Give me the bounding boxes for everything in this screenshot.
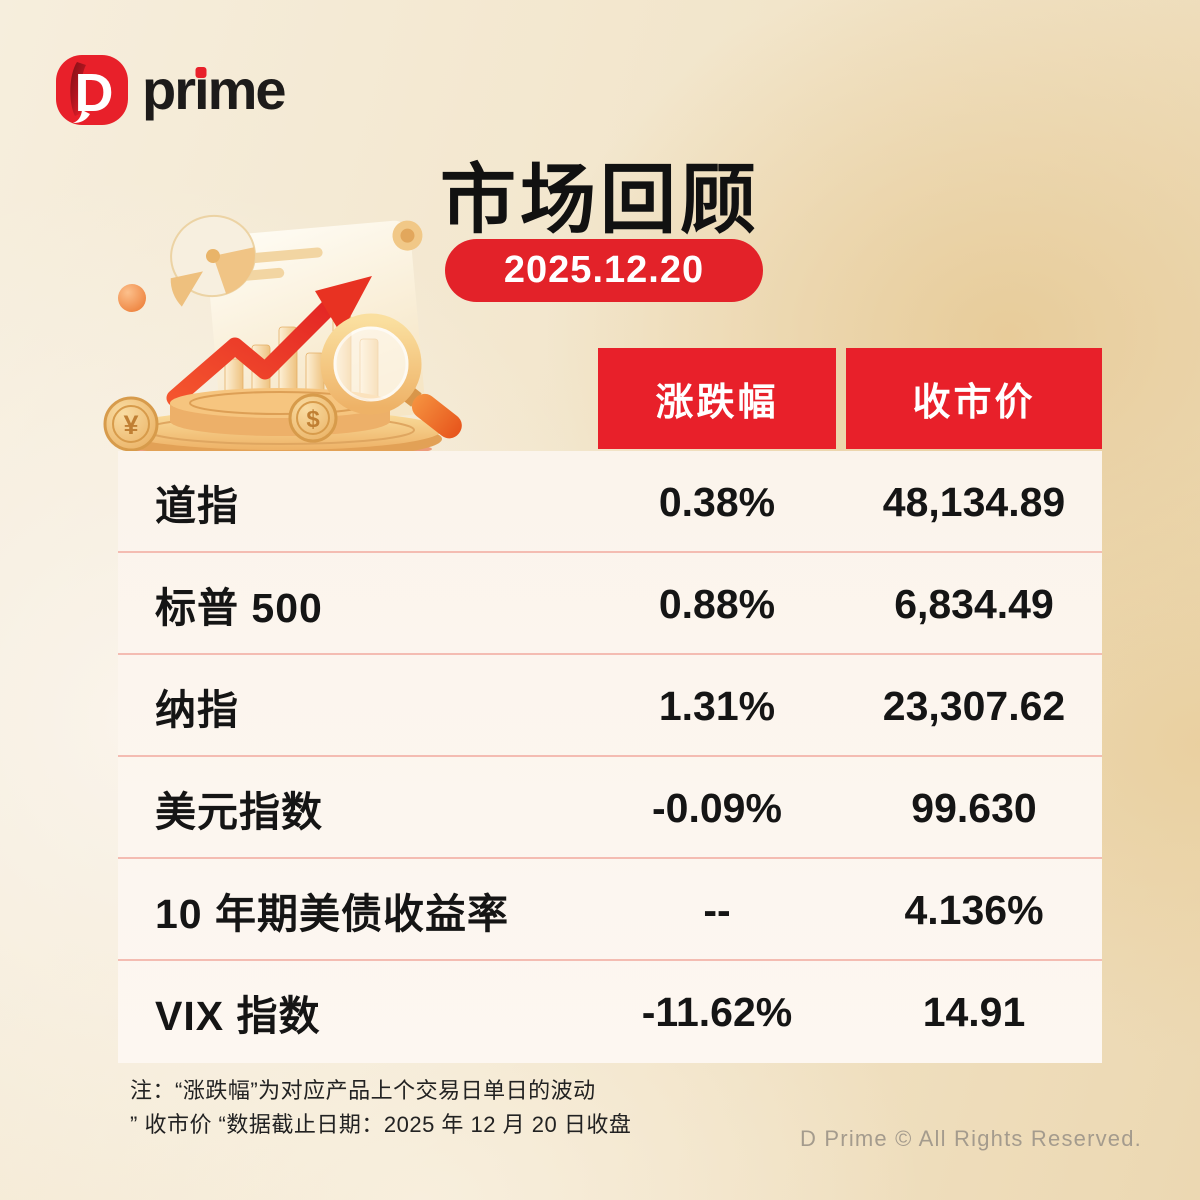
row-label: 美元指数 bbox=[155, 789, 323, 835]
row-label: 道指 bbox=[155, 483, 239, 529]
logo-text-post: me bbox=[207, 58, 287, 121]
market-table: 道指 0.38% 48,134.89 标普 500 0.88% 6,834.49… bbox=[118, 451, 1102, 1063]
row-label: VIX 指数 bbox=[155, 993, 321, 1039]
row-close: 4.136% bbox=[904, 886, 1044, 933]
row-change: 1.31% bbox=[658, 682, 776, 729]
table-row: 标普 500 0.88% 6,834.49 bbox=[118, 553, 1102, 655]
row-close: 99.630 bbox=[911, 784, 1037, 831]
row-label: 10 年期美债收益率 bbox=[155, 891, 509, 937]
magnifier-icon bbox=[320, 313, 462, 439]
d-logo-icon: D bbox=[56, 55, 128, 125]
row-change: 0.38% bbox=[658, 478, 776, 525]
dollar-coin-icon: $ bbox=[288, 393, 338, 443]
table-row: VIX 指数 -11.62% 14.91 bbox=[118, 961, 1102, 1063]
footnote-line: ” 收市价 “数据截止日期：2025 年 12 月 20 日收盘 bbox=[130, 1112, 632, 1137]
column-header-close: 收市价 bbox=[846, 348, 1102, 449]
svg-text:$: $ bbox=[306, 406, 320, 433]
row-label: 标普 500 bbox=[155, 585, 323, 631]
row-label: 纳指 bbox=[155, 687, 239, 733]
table-row: 道指 0.38% 48,134.89 bbox=[118, 451, 1102, 553]
table-row: 美元指数 -0.09% 99.630 bbox=[118, 757, 1102, 859]
svg-text:¥: ¥ bbox=[123, 410, 138, 440]
copyright-text: D Prime © All Rights Reserved. bbox=[800, 1126, 1142, 1151]
column-header-change: 涨跌幅 bbox=[598, 348, 836, 449]
row-close: 48,134.89 bbox=[882, 478, 1066, 525]
row-close: 23,307.62 bbox=[882, 682, 1066, 729]
svg-text:D: D bbox=[75, 63, 114, 123]
logo-text-pre: pr bbox=[142, 58, 196, 121]
row-change: 0.88% bbox=[658, 580, 776, 627]
row-change: -- bbox=[703, 886, 731, 933]
trend-arrow-icon bbox=[166, 276, 372, 407]
footnotes: 注：“涨跌幅”为对应产品上个交易日单日的波动 ” 收市价 “数据截止日期：202… bbox=[130, 1074, 631, 1142]
logo-text-i: ı bbox=[194, 54, 210, 126]
row-close: 6,834.49 bbox=[894, 580, 1054, 627]
orange-sphere-icon bbox=[118, 284, 146, 312]
row-close: 14.91 bbox=[922, 988, 1026, 1035]
table-row: 纳指 1.31% 23,307.62 bbox=[118, 655, 1102, 757]
table-row: 10 年期美债收益率 -- 4.136% bbox=[118, 859, 1102, 961]
row-change: -11.62% bbox=[641, 988, 793, 1035]
brand-logo: D prıme bbox=[55, 54, 287, 126]
pie-chart-icon bbox=[170, 214, 256, 307]
page-title: 市场回顾 bbox=[440, 158, 760, 243]
footnote-line: 注：“涨跌幅”为对应产品上个交易日单日的波动 bbox=[130, 1078, 596, 1103]
yuan-coin-icon: ¥ bbox=[103, 396, 159, 452]
market-illustration-icon: ¥ $ bbox=[103, 214, 462, 460]
row-change: -0.09% bbox=[652, 784, 782, 831]
date-badge: 2025.12.20 bbox=[445, 239, 763, 302]
brand-logo-text: prıme bbox=[142, 54, 287, 126]
